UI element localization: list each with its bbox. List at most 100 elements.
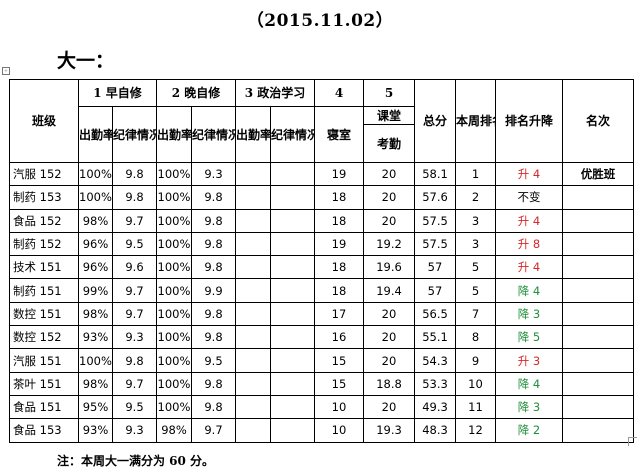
cell-dorm-score: 18 (314, 208, 364, 233)
cell-class-name: 茶叶 151 (9, 371, 79, 396)
cell-place: 优胜班 (562, 161, 634, 187)
header-class-sub: 课堂 (363, 106, 415, 125)
cell-evening-rate: 100% (156, 255, 192, 280)
cell-evening-discipline: 9.5 (191, 348, 236, 373)
cell-morning-discipline: 9.8 (112, 185, 157, 210)
cell-rank-change: 降 5 (495, 325, 563, 350)
table-row: 制药 152 96% 9.5 100% 9.8 19 19.2 57.5 3 升 8 (9, 231, 634, 257)
cell-evening-rate: 100% (156, 278, 192, 303)
cell-politics-rate (235, 278, 271, 303)
cell-politics-rate (235, 161, 271, 187)
table-row: 制药 151 99% 9.7 100% 9.9 18 19.4 57 5 降 4 (9, 278, 634, 303)
cell-politics-discipline (270, 301, 315, 327)
header-evening-rate: 出勤率 (156, 106, 192, 163)
cell-evening-discipline: 9.8 (191, 371, 236, 396)
cell-class-name: 技术 151 (9, 255, 79, 280)
cell-class-name: 食品 153 (9, 418, 79, 443)
cell-evening-rate: 100% (156, 325, 192, 350)
cell-dorm-score: 18 (314, 278, 364, 303)
cell-evening-discipline: 9.3 (191, 161, 236, 187)
cell-week-rank: 10 (455, 371, 496, 396)
cell-morning-discipline: 9.3 (112, 325, 157, 350)
cell-total-score: 58.1 (414, 161, 456, 187)
table-row: 食品 151 95% 9.5 100% 9.8 10 20 49.3 11 降 3 (9, 394, 634, 420)
header-morning-discipline: 纪律情况 (112, 106, 157, 163)
cell-class-name: 数控 151 (9, 301, 79, 327)
table-anchor-icon[interactable]: + (2, 67, 10, 75)
header-evening: 2 晚自修 (156, 79, 236, 107)
cell-evening-rate: 100% (156, 394, 192, 420)
cell-politics-discipline (270, 371, 315, 396)
cell-dorm-score: 18 (314, 185, 364, 210)
cell-dorm-score: 19 (314, 161, 364, 187)
table-row: 食品 153 93% 9.3 98% 9.7 10 19.3 48.3 12 降 2 (9, 418, 634, 443)
cell-dorm-score: 15 (314, 348, 364, 373)
cell-morning-discipline: 9.3 (112, 418, 157, 443)
cell-morning-discipline: 9.5 (112, 394, 157, 420)
cell-dorm-score: 10 (314, 418, 364, 443)
cell-dorm-score: 17 (314, 301, 364, 327)
header-politics: 3 政治学习 (235, 79, 315, 107)
header-morning-rate: 出勤率 (78, 106, 113, 163)
cell-politics-rate (235, 301, 271, 327)
cell-place (562, 371, 634, 396)
cell-morning-rate: 100% (78, 185, 113, 210)
header-evening-discipline: 纪律情况 (191, 106, 236, 163)
cell-politics-rate (235, 255, 271, 280)
cell-rank-change: 降 4 (495, 278, 563, 303)
cell-attendance-score: 20 (363, 208, 415, 233)
header-rank-change: 排名升降 (495, 79, 563, 163)
cell-rank-change: 升 4 (495, 255, 563, 280)
cell-place (562, 394, 634, 420)
cell-total-score: 57 (414, 255, 456, 280)
cell-dorm-score: 16 (314, 325, 364, 350)
cell-politics-discipline (270, 231, 315, 257)
cell-class-name: 食品 151 (9, 394, 79, 420)
cell-place (562, 231, 634, 257)
header-week-rank: 本周排名 (455, 79, 496, 163)
table-row: 茶叶 151 98% 9.7 100% 9.8 15 18.8 53.3 10 降 4 (9, 371, 634, 396)
cell-total-score: 54.3 (414, 348, 456, 373)
cell-evening-rate: 100% (156, 371, 192, 396)
cell-evening-rate: 98% (156, 418, 192, 443)
table-row: 数控 152 93% 9.3 100% 9.8 16 20 55.1 8 降 5 (9, 325, 634, 350)
cell-total-score: 56.5 (414, 301, 456, 327)
cell-morning-rate: 95% (78, 394, 113, 420)
cell-total-score: 57 (414, 278, 456, 303)
cell-week-rank: 9 (455, 348, 496, 373)
cell-evening-discipline: 9.7 (191, 418, 236, 443)
cell-politics-discipline (270, 348, 315, 373)
header-total: 总分 (414, 79, 456, 163)
header-class: 班级 (9, 79, 79, 163)
cell-rank-change: 升 3 (495, 348, 563, 373)
cell-rank-change: 降 2 (495, 418, 563, 443)
cell-rank-change: 升 8 (495, 231, 563, 257)
score-table: 班级 1 早自修 2 晚自修 3 政治学习 4 5 总分 本周排名 排名升降 名… (9, 79, 634, 443)
cell-rank-change: 升 4 (495, 208, 563, 233)
cell-rank-change: 降 4 (495, 371, 563, 396)
cell-morning-rate: 98% (78, 208, 113, 233)
cell-class-name: 食品 152 (9, 208, 79, 233)
cell-morning-rate: 98% (78, 371, 113, 396)
cell-total-score: 48.3 (414, 418, 456, 443)
cell-week-rank: 3 (455, 231, 496, 257)
cell-morning-discipline: 9.7 (112, 371, 157, 396)
cell-dorm-score: 15 (314, 371, 364, 396)
cell-place (562, 301, 634, 327)
table-row: 食品 152 98% 9.7 100% 9.8 18 20 57.5 3 升 4 (9, 208, 634, 233)
cell-politics-discipline (270, 161, 315, 187)
cell-politics-discipline (270, 208, 315, 233)
cell-politics-discipline (270, 185, 315, 210)
cell-evening-discipline: 9.8 (191, 208, 236, 233)
cell-week-rank: 5 (455, 278, 496, 303)
score-rows: 汽服 152 100% 9.8 100% 9.3 19 20 58.1 1 升 4 优胜班 制药 15… (9, 161, 634, 443)
cell-morning-rate: 93% (78, 418, 113, 443)
cell-total-score: 55.1 (414, 325, 456, 350)
cell-class-name: 制药 151 (9, 278, 79, 303)
cell-morning-rate: 96% (78, 231, 113, 257)
cell-politics-rate (235, 325, 271, 350)
cell-attendance-score: 19.6 (363, 255, 415, 280)
cell-morning-discipline: 9.7 (112, 301, 157, 327)
cell-class-name: 汽服 152 (9, 161, 79, 187)
cell-place (562, 278, 634, 303)
